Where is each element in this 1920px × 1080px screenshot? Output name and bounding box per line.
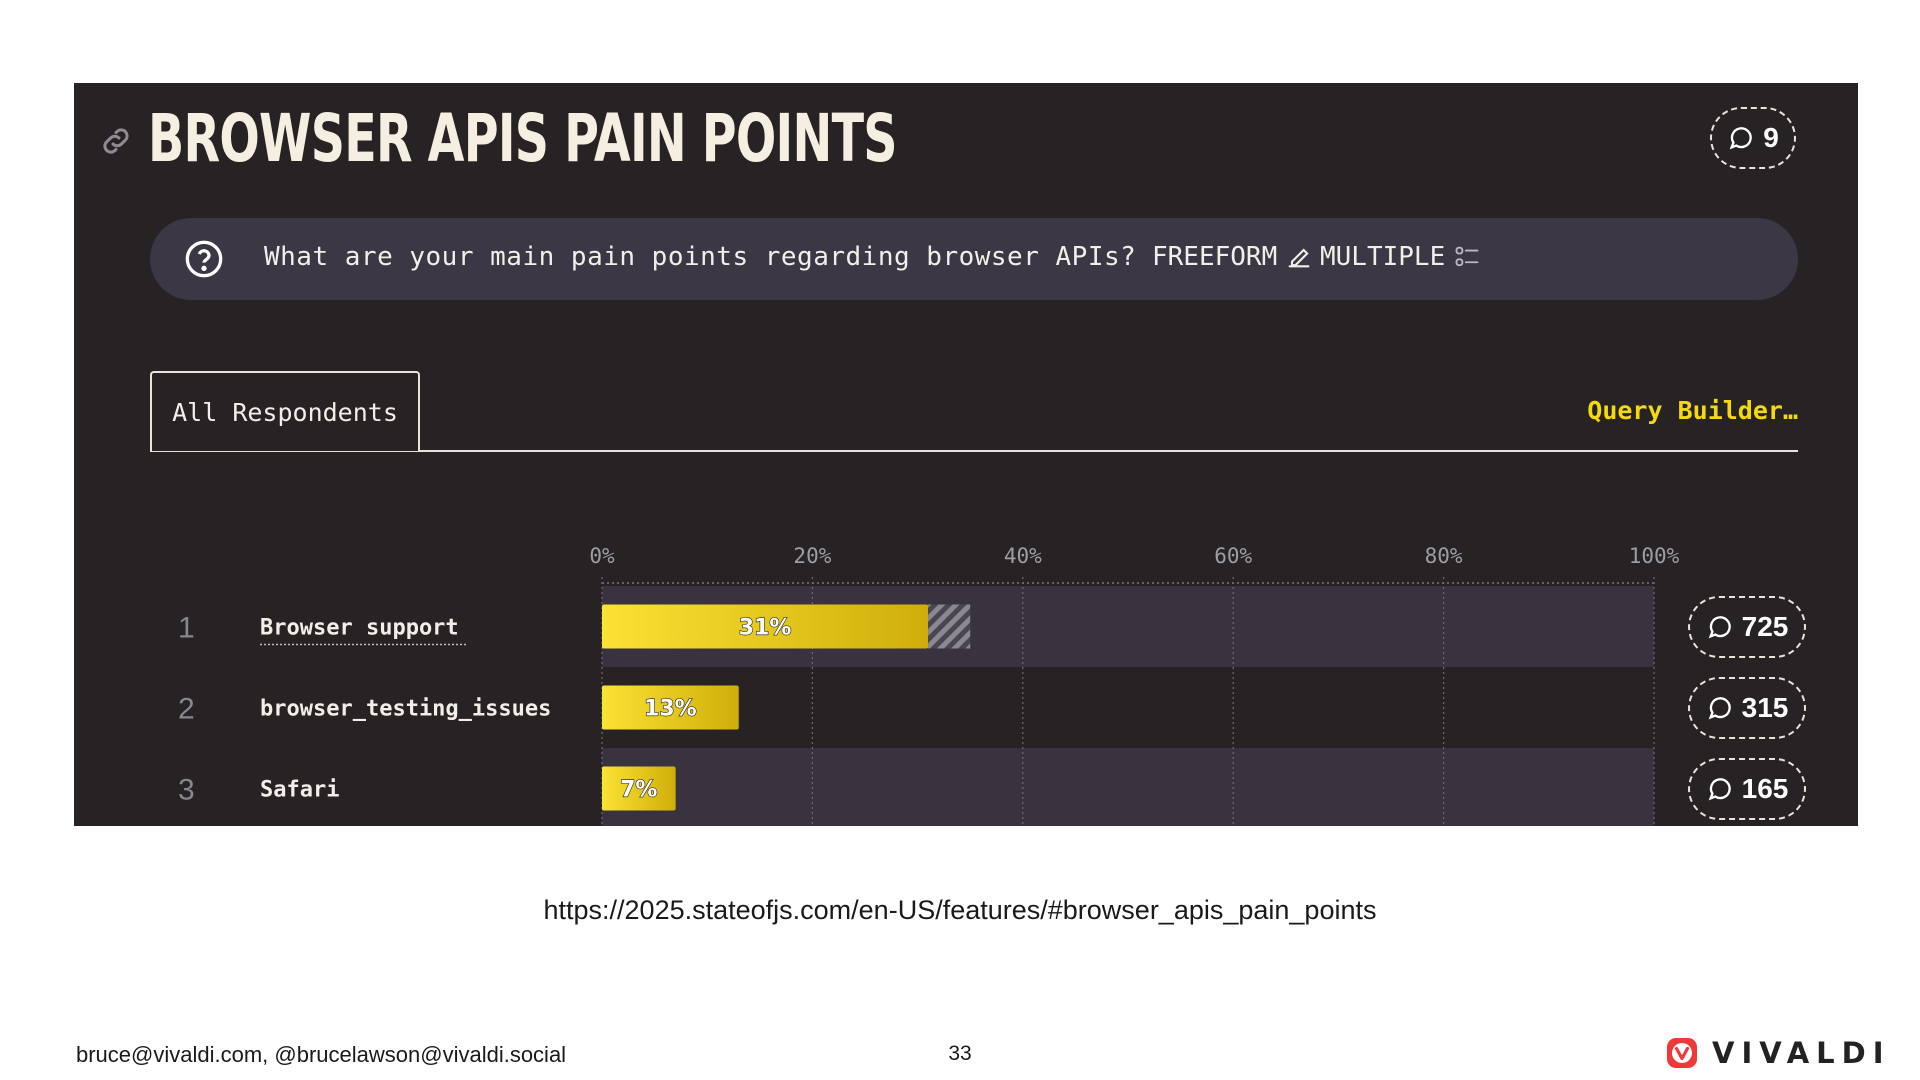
x-tick-label: 60% xyxy=(1214,544,1252,568)
comment-count: 9 xyxy=(1763,122,1779,153)
page-title: BROWSER APIS PAIN POINTS xyxy=(148,100,897,177)
comment-icon xyxy=(1708,615,1731,638)
pain-points-chart: 1 Browser support 2 browser_testing_issues 3… xyxy=(178,544,1680,826)
row-rank: 1 xyxy=(178,612,195,645)
multiple-tag: MULTIPLE xyxy=(1320,242,1481,272)
bar-value-label: 13% xyxy=(644,697,697,722)
tab-divider xyxy=(150,450,1798,452)
comments-button[interactable]: 9 xyxy=(1710,107,1796,169)
freeform-tag: FREEFORM xyxy=(1152,242,1313,272)
x-tick-label: 100% xyxy=(1629,544,1680,568)
row-label[interactable]: browser_testing_issues xyxy=(260,697,551,722)
bar[interactable] xyxy=(602,685,739,730)
x-tick-label: 0% xyxy=(589,544,615,568)
query-builder-link[interactable]: Query Builder… xyxy=(1587,396,1798,425)
author-contact: bruce@vivaldi.com, @brucelawson@vivaldi.… xyxy=(76,1042,567,1067)
bar-value-label: 31% xyxy=(739,616,792,641)
vivaldi-logo-icon xyxy=(1667,1038,1697,1068)
bar[interactable] xyxy=(602,766,676,811)
survey-panel: BROWSER APIS PAIN POINTS 9 What are your… xyxy=(74,83,1858,826)
row-comments-button[interactable]: 315 xyxy=(1688,676,1806,739)
x-tick-label: 80% xyxy=(1425,544,1463,568)
pencil-icon xyxy=(1288,248,1310,268)
comment-icon xyxy=(1729,127,1753,150)
row-comments-button[interactable]: 165 xyxy=(1688,757,1806,820)
x-tick-label: 40% xyxy=(1004,544,1042,568)
row-background xyxy=(602,748,1654,826)
row-label[interactable]: Safari xyxy=(260,778,339,803)
question-text: What are your main pain points regarding… xyxy=(264,242,1137,272)
source-url[interactable]: https://2025.stateofjs.com/en-US/feature… xyxy=(543,895,1377,925)
vivaldi-brand: VIVALDI xyxy=(1666,1036,1891,1070)
row-rank: 3 xyxy=(178,774,195,807)
checklist-icon xyxy=(1455,246,1479,267)
bar-extension xyxy=(928,604,971,649)
comment-icon xyxy=(1708,696,1731,719)
multiple-label: MULTIPLE xyxy=(1320,242,1446,272)
row-background xyxy=(602,667,1654,748)
page-number: 33 xyxy=(948,1042,972,1065)
brand-name: VIVALDI xyxy=(1712,1036,1891,1070)
row-rank: 2 xyxy=(178,693,195,726)
comment-icon xyxy=(1708,777,1731,800)
x-tick-label: 20% xyxy=(793,544,831,568)
row-comments-button[interactable]: 725 xyxy=(1688,595,1806,658)
question-bar: What are your main pain points regarding… xyxy=(150,218,1798,300)
row-comment-count: 165 xyxy=(1741,772,1789,804)
link-icon[interactable] xyxy=(98,123,134,159)
bar-value-label: 7% xyxy=(620,778,657,803)
question-icon xyxy=(185,240,223,278)
row-comment-count: 315 xyxy=(1741,691,1789,723)
bar[interactable] xyxy=(602,604,929,649)
row-label[interactable]: Browser support xyxy=(260,616,459,641)
tab-all-respondents[interactable]: All Respondents xyxy=(150,371,420,451)
freeform-label: FREEFORM xyxy=(1152,242,1278,272)
row-comment-count: 725 xyxy=(1741,610,1789,642)
